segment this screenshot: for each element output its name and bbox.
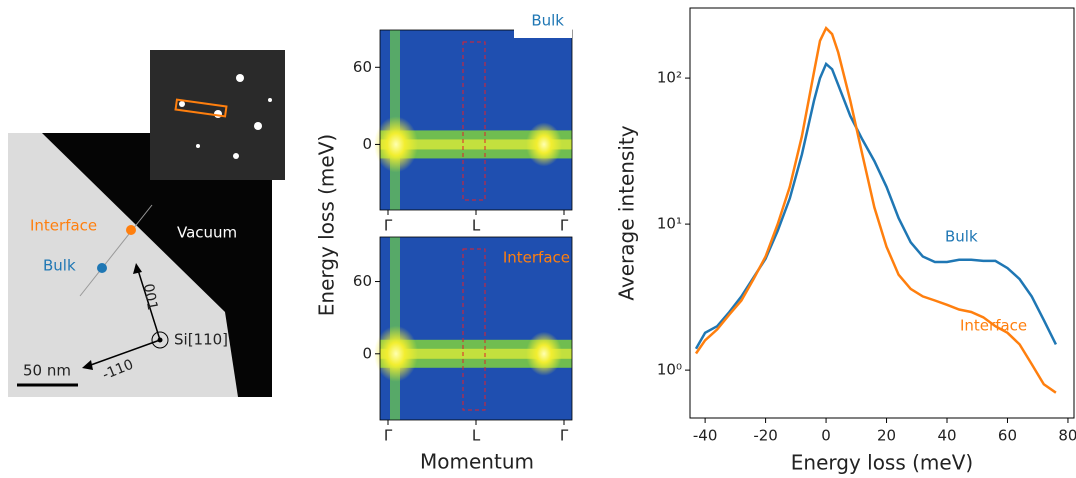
selection-box (462, 41, 486, 201)
x-axis-label: Momentum (420, 450, 534, 474)
y-tick-label: 0 (362, 344, 372, 362)
bulk-label: Bulk (43, 257, 76, 275)
y-tick-label: 10⁰ (657, 361, 682, 379)
x-tick-label: L (472, 427, 481, 445)
x-tick-label: 80 (1058, 427, 1076, 445)
gamma-glow (526, 331, 562, 376)
arrow-001 (137, 269, 161, 341)
interface-label: Interface (30, 217, 97, 235)
zone-axis-circle (151, 331, 169, 349)
gamma-glow (374, 116, 418, 173)
micrograph: Interface Bulk Vacuum 001 -110 Si[110] 5… (8, 50, 285, 397)
x-tick-label: Γ (384, 217, 393, 235)
panel-label: Bulk (531, 12, 564, 30)
x-tick-label: Γ (384, 427, 393, 445)
y-tick-label: 60 (353, 58, 372, 76)
scale-bar-label: 50 nm (23, 362, 71, 380)
x-tick-label: Γ (560, 427, 569, 445)
x-tick-label: 0 (821, 427, 831, 445)
heatmap (380, 237, 572, 420)
y-axis-label: Energy loss (meV) (315, 134, 339, 316)
panel-label: Interface (503, 249, 570, 267)
x-tick-label: -40 (693, 427, 718, 445)
vacuum-label: Vacuum (177, 224, 237, 242)
gamma-glow (526, 122, 562, 167)
x-tick-label: 20 (877, 427, 896, 445)
x-tick-label: -20 (753, 427, 778, 445)
series-label: Bulk (945, 228, 978, 246)
line-profile (79, 204, 153, 297)
direction-label: 001 (140, 282, 160, 311)
y-tick-label: 0 (362, 135, 372, 153)
selection-box (462, 248, 486, 411)
x-tick-label: Γ (560, 217, 569, 235)
heatmap (380, 30, 572, 210)
x-tick-label: 40 (937, 427, 956, 445)
zero-loss-core (380, 348, 572, 359)
arrow-head (82, 360, 93, 370)
label-backdrop (514, 10, 572, 38)
x-tick-label: L (472, 217, 481, 235)
line-series (694, 25, 1057, 394)
zero-loss-core (380, 139, 572, 150)
y-axis-label: Average intensity (615, 125, 639, 300)
x-tick-label: 60 (998, 427, 1017, 445)
y-tick-label: 10² (657, 69, 682, 87)
line-series (694, 61, 1058, 350)
interface-point (126, 225, 136, 235)
zone-axis-dot (157, 337, 163, 343)
arrow-head (133, 263, 142, 274)
plot-frame (689, 7, 1075, 419)
arrow-110 (87, 339, 161, 367)
sample-region (8, 133, 238, 397)
x-axis-label: Energy loss (meV) (791, 451, 973, 475)
zone-axis-label: Si[110] (174, 331, 228, 349)
selection-box (174, 98, 228, 118)
bulk-point (97, 263, 107, 273)
series-label: Interface (960, 317, 1027, 335)
gamma-glow (374, 325, 418, 382)
y-tick-label: 60 (353, 272, 372, 290)
y-tick-label: 10¹ (657, 215, 682, 233)
